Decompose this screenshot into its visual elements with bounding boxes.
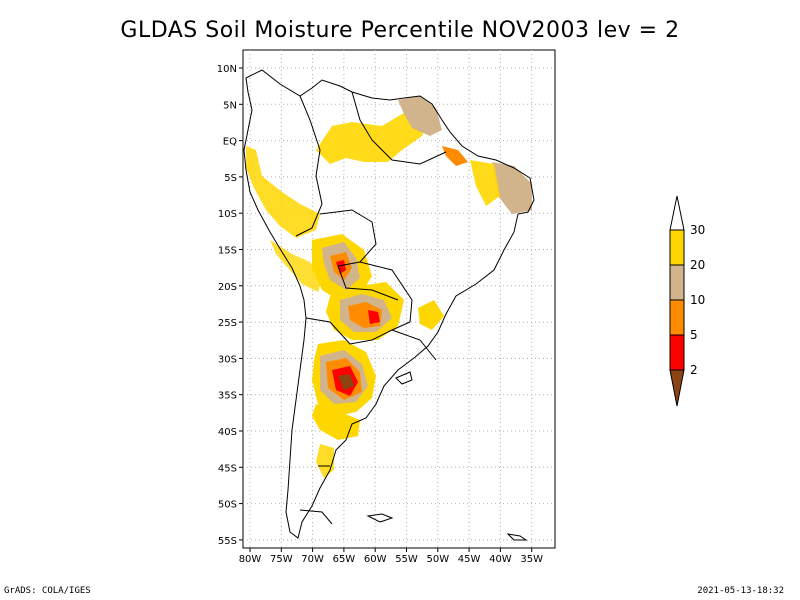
latitude-tick-label: 5N <box>223 100 237 111</box>
percentile-shading <box>246 96 532 478</box>
latitude-tick-labels: 10N 5N EQ 5S 10S 15S 20S 25S 30S 35S 40S 45S 50S 55S <box>217 64 243 547</box>
legend-swatch-20-30 <box>669 229 685 266</box>
latitude-tick-label: 50S <box>218 500 237 511</box>
legend-swatch-2-5 <box>669 334 685 371</box>
latitude-tick-label: EQ <box>223 137 237 148</box>
latitude-tick-label: 55S <box>218 536 237 547</box>
legend-colorbar: 30 20 10 5 2 <box>669 195 705 407</box>
legend-label-5: 5 <box>690 328 698 342</box>
longitude-tick-label: 45W <box>458 554 481 565</box>
legend-swatch-5-10 <box>669 299 685 336</box>
longitude-tick-label: 75W <box>270 554 293 565</box>
latitude-tick-label: 10S <box>218 209 237 220</box>
longitude-tick-label: 60W <box>364 554 387 565</box>
coastline-outline <box>243 69 535 541</box>
longitude-tick-label: 40W <box>489 554 512 565</box>
legend-label-2: 2 <box>690 363 698 377</box>
map-title: GLDAS Soil Moisture Percentile NOV2003 l… <box>120 18 680 43</box>
legend-label-20: 20 <box>690 258 705 272</box>
longitude-tick-label: 65W <box>333 554 356 565</box>
legend-swatch-10-20 <box>669 264 685 301</box>
legend-swatch-below-2 <box>669 369 685 407</box>
latitude-tick-label: 30S <box>218 354 237 365</box>
longitude-tick-label: 55W <box>395 554 418 565</box>
latitude-tick-label: 10N <box>217 64 237 75</box>
latitude-tick-label: 5S <box>224 173 237 184</box>
latitude-tick-label: 20S <box>218 282 237 293</box>
legend-swatch-above-30 <box>669 195 685 231</box>
longitude-tick-label: 50W <box>426 554 449 565</box>
latitude-tick-label: 45S <box>218 463 237 474</box>
legend-label-30: 30 <box>690 223 705 237</box>
footer-credit: GrADS: COLA/IGES <box>4 586 91 596</box>
legend-label-10: 10 <box>690 293 705 307</box>
longitude-tick-label: 35W <box>520 554 543 565</box>
longitude-tick-label: 70W <box>301 554 324 565</box>
latitude-tick-label: 35S <box>218 391 237 402</box>
footer-timestamp: 2021-05-13-18:32 <box>697 586 784 596</box>
longitude-tick-label: 80W <box>239 554 262 565</box>
latitude-tick-label: 40S <box>218 427 237 438</box>
latitude-tick-label: 15S <box>218 246 237 257</box>
longitude-tick-labels: 80W 75W 70W 65W 60W 55W 50W 45W 40W 35W <box>239 548 543 565</box>
latitude-tick-label: 25S <box>218 318 237 329</box>
